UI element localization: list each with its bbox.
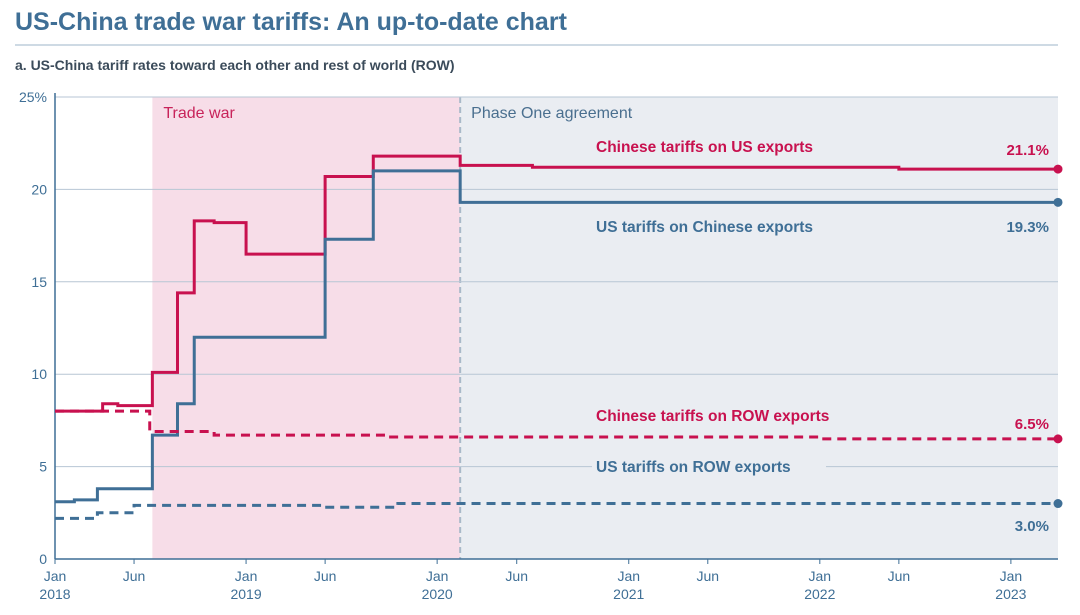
series-label-us-tariffs-on-row-exports: US tariffs on ROW exports bbox=[596, 459, 791, 476]
end-value-us-tariffs-on-row-exports: 3.0% bbox=[1015, 518, 1049, 535]
chart-subtitle: a. US-China tariff rates toward each oth… bbox=[15, 57, 455, 73]
series-end-dot-us-tariffs-on-chinese-exports bbox=[1053, 197, 1063, 207]
series-label-chinese-tariffs-on-us-exports: Chinese tariffs on US exports bbox=[596, 139, 813, 156]
x-tick-label-10: Jan bbox=[1000, 568, 1023, 584]
y-tick-label-4: 20 bbox=[31, 181, 47, 197]
series-end-dot-us-tariffs-on-row-exports bbox=[1053, 499, 1063, 509]
series-labels: Chinese tariffs on US exports 21.1% US tar… bbox=[592, 139, 1049, 535]
band-0 bbox=[152, 97, 461, 559]
x-tick-label-7: Jun bbox=[696, 568, 719, 584]
series-line-chinese-tariffs-on-row-exports bbox=[55, 409, 1058, 441]
band-label-0: Trade war bbox=[163, 105, 235, 122]
x-tick-label-8: Jan bbox=[809, 568, 832, 584]
label-backdrop-3 bbox=[592, 457, 826, 477]
x-tick-label-4: Jan bbox=[426, 568, 449, 584]
series-label-us-tariffs-on-chinese-exports: US tariffs on Chinese exports bbox=[596, 219, 813, 236]
x-tick-year-4: 2020 bbox=[422, 586, 453, 602]
series-end-dot-chinese-tariffs-on-us-exports bbox=[1053, 164, 1063, 174]
series-end-dot-chinese-tariffs-on-row-exports bbox=[1053, 434, 1063, 444]
x-tick-year-2: 2019 bbox=[230, 586, 261, 602]
band-label-1: Phase One agreement bbox=[471, 105, 633, 122]
x-tick-label-3: Jun bbox=[314, 568, 337, 584]
series-line-chinese-tariffs-on-us-exports bbox=[55, 154, 1058, 413]
chart-title: US-China trade war tariffs: An up-to-dat… bbox=[15, 8, 568, 36]
end-value-chinese-tariffs-on-row-exports: 6.5% bbox=[1015, 416, 1049, 433]
x-tick-label-9: Jun bbox=[888, 568, 911, 584]
x-tick-year-0: 2018 bbox=[39, 586, 70, 602]
end-value-us-tariffs-on-chinese-exports: 19.3% bbox=[1006, 219, 1049, 236]
y-tick-label-0: 0 bbox=[39, 551, 47, 567]
series-label-chinese-tariffs-on-row-exports: Chinese tariffs on ROW exports bbox=[596, 408, 829, 425]
x-tick-label-2: Jan bbox=[235, 568, 258, 584]
y-tick-label-1: 5 bbox=[39, 459, 47, 475]
x-tick-year-6: 2021 bbox=[613, 586, 644, 602]
x-tick-label-0: Jan bbox=[44, 568, 67, 584]
gridlines bbox=[55, 96, 1058, 468]
x-tick-label-1: Jun bbox=[123, 568, 146, 584]
x-tick-label-6: Jan bbox=[617, 568, 640, 584]
end-value-chinese-tariffs-on-us-exports: 21.1% bbox=[1006, 142, 1049, 159]
series-line-us-tariffs-on-row-exports bbox=[55, 502, 1058, 520]
axes: 0 5 10 15 20 25% Jan 2018 Jun Jan 2019 Jun Jan 2020 Ju… bbox=[19, 89, 1058, 602]
series-line-us-tariffs-on-chinese-exports bbox=[55, 169, 1058, 504]
x-tick-year-8: 2022 bbox=[804, 586, 835, 602]
band-1 bbox=[460, 97, 1059, 559]
data-series bbox=[55, 154, 1063, 520]
x-tick-label-5: Jun bbox=[505, 568, 528, 584]
x-tick-year-10: 2023 bbox=[995, 586, 1026, 602]
y-tick-label-2: 10 bbox=[31, 366, 47, 382]
period-bands: Trade war Phase One agreement bbox=[152, 97, 1059, 559]
y-tick-label-3: 15 bbox=[31, 274, 47, 290]
y-tick-label-5: 25% bbox=[19, 89, 47, 105]
